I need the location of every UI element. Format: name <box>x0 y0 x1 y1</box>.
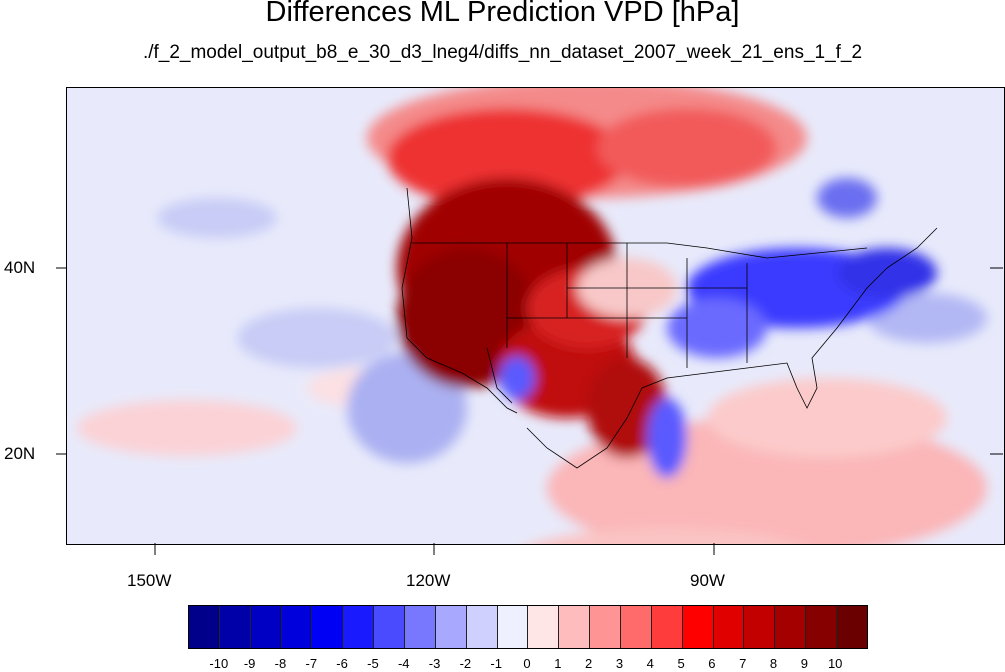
colorbar-swatch <box>806 606 838 648</box>
colorbar-swatch <box>682 606 714 648</box>
colorbar-swatch <box>528 606 560 648</box>
colorbar-swatch <box>559 606 591 648</box>
contour-fill <box>77 88 987 544</box>
colorbar-tick-label: -1 <box>490 656 502 671</box>
colorbar-tick-label: -10 <box>209 656 229 671</box>
colorbar-swatch <box>621 606 652 648</box>
colorbar-tick-label: -2 <box>459 656 472 671</box>
colorbar-tick-label: 0 <box>523 656 531 671</box>
coastline <box>401 187 938 469</box>
colorbar-tick-label: 9 <box>800 656 808 671</box>
colorbar-tick-label: 10 <box>827 656 843 671</box>
colorbar-swatch <box>744 606 776 648</box>
colorbar-tick-label: 4 <box>646 656 654 671</box>
colorbar-swatch <box>837 606 867 648</box>
colorbar-swatch <box>281 606 313 648</box>
difference-field <box>67 88 1004 544</box>
colorbar-tick-label: 8 <box>769 656 778 671</box>
map-subtitle: ./f_2_model_output_b8_e_30_d3_lneg4/diff… <box>142 42 863 63</box>
map-title: Differences ML Prediction VPD [hPa] <box>265 0 740 28</box>
colorbar-swatch <box>466 606 498 648</box>
colorbar-tick-label: -9 <box>243 656 256 671</box>
lon-label-150w: 150W <box>127 571 172 590</box>
colorbar-tick-label: 3 <box>615 656 624 671</box>
colorbar <box>188 605 868 649</box>
colorbar-tick-label: 5 <box>677 656 685 671</box>
map-plot-area <box>66 87 1005 545</box>
lat-label-40n: 40N <box>4 258 36 277</box>
colorbar-swatch <box>405 606 436 648</box>
lon-label-120w: 120W <box>406 571 451 590</box>
colorbar-swatch <box>435 606 467 648</box>
colorbar-tick-label: 1 <box>554 656 562 671</box>
colorbar-tick-label: -4 <box>397 656 410 671</box>
colorbar-swatch <box>775 606 807 648</box>
colorbar-swatch <box>713 606 745 648</box>
colorbar-tick-label: 2 <box>585 656 593 671</box>
colorbar-tick-label: -8 <box>274 656 287 671</box>
colorbar-swatch <box>343 606 375 648</box>
colorbar-swatch <box>250 606 282 648</box>
colorbar-swatch <box>374 606 406 648</box>
colorbar-swatch <box>651 606 683 648</box>
colorbar-swatch <box>219 606 251 648</box>
colorbar-tick-label: -5 <box>367 656 379 671</box>
colorbar-swatch <box>590 606 622 648</box>
colorbar-tick-label: 6 <box>708 656 716 671</box>
lon-label-90w: 90W <box>690 571 725 590</box>
colorbar-tick-label: -3 <box>428 656 441 671</box>
colorbar-swatch <box>312 606 344 648</box>
lat-label-20n: 20N <box>4 444 36 463</box>
colorbar-swatch <box>189 606 220 648</box>
colorbar-tick-label: 7 <box>739 656 747 671</box>
colorbar-swatch <box>497 606 529 648</box>
colorbar-tick-label: -7 <box>305 656 318 671</box>
colorbar-tick-label: -6 <box>336 656 348 671</box>
